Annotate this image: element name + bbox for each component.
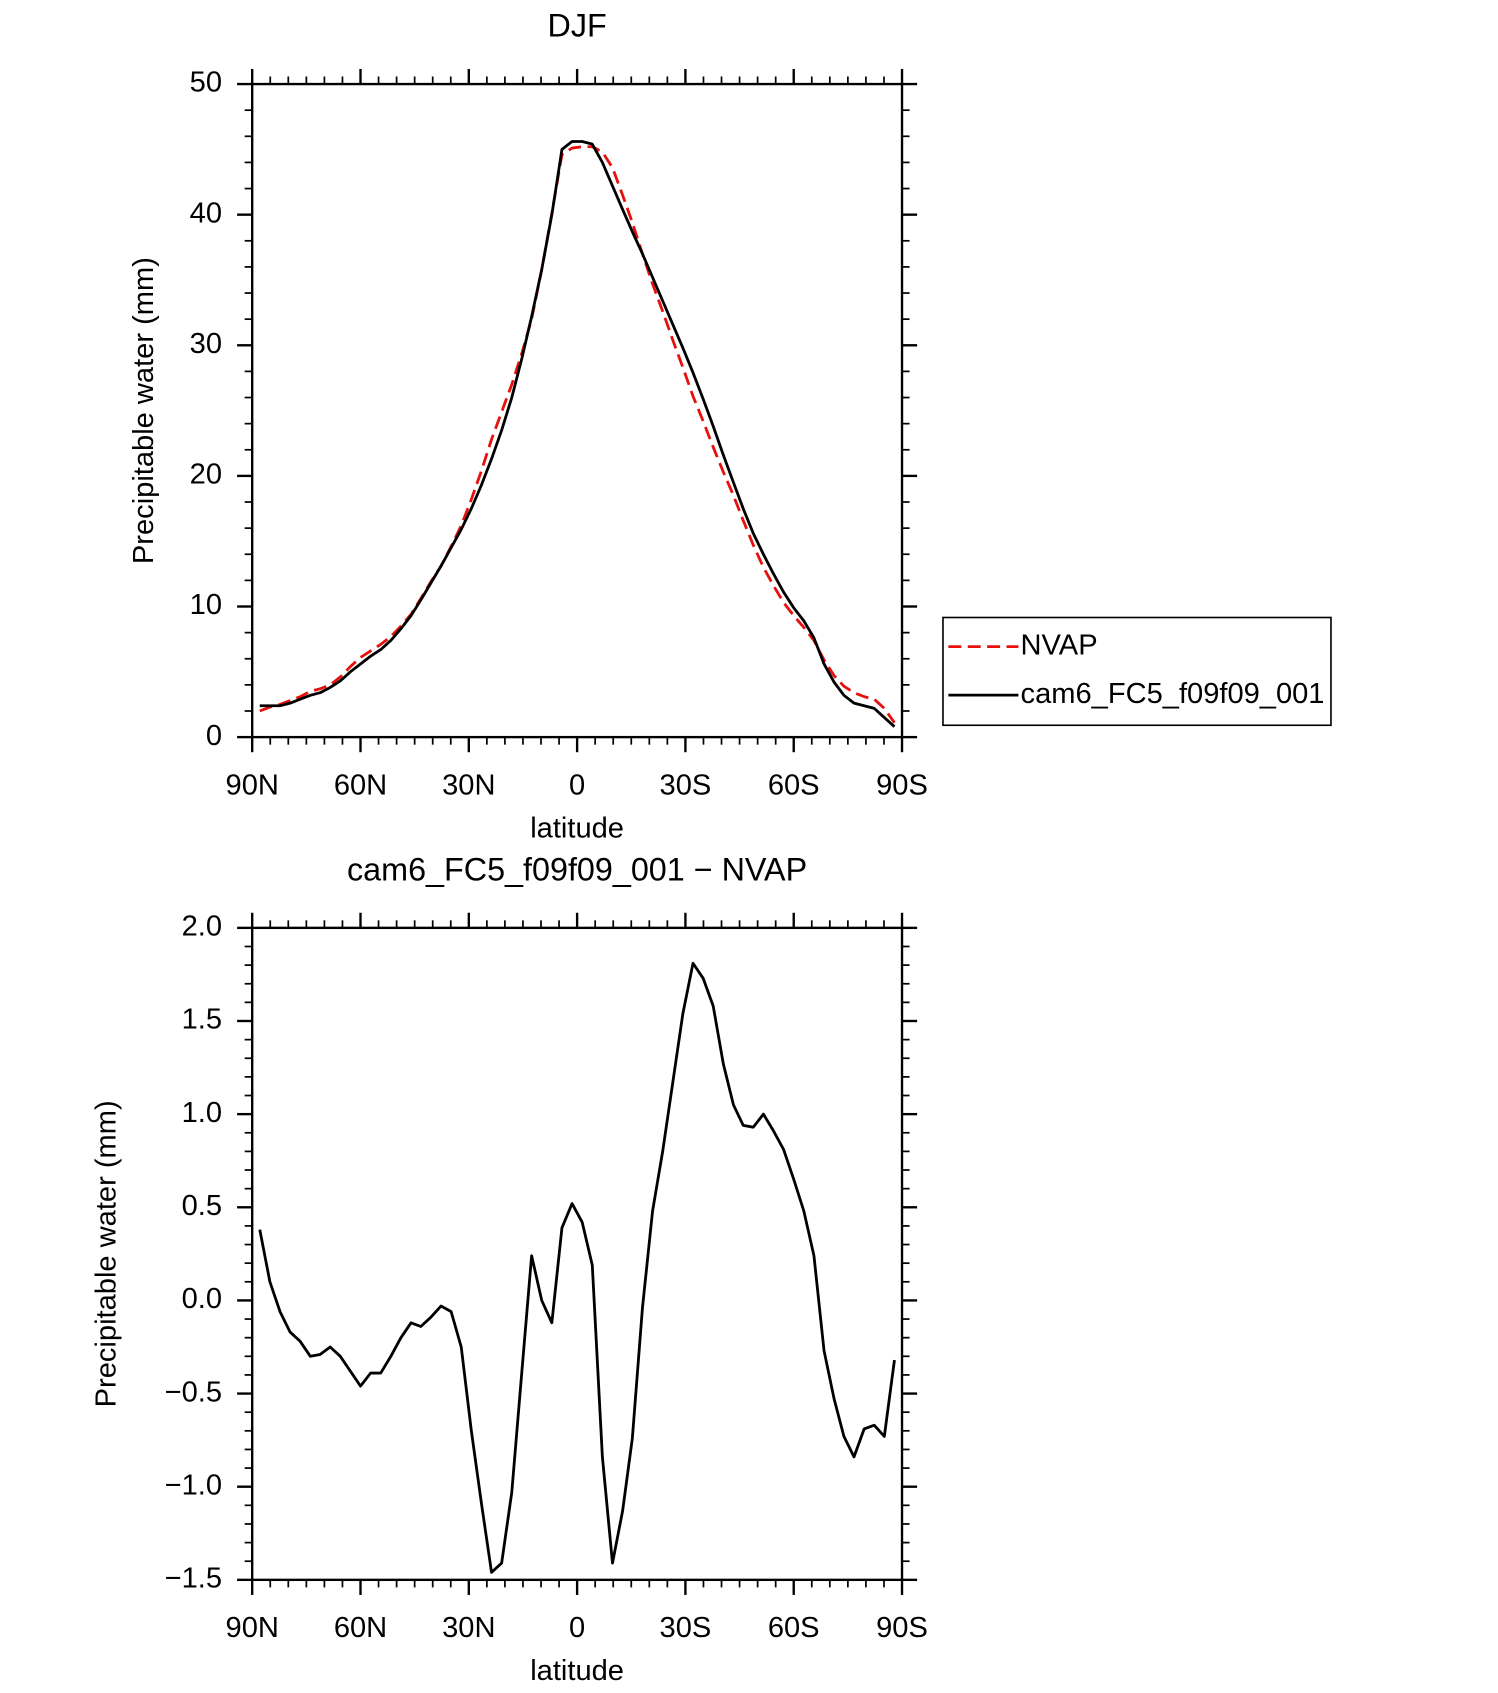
y-tick-label: 1.5 (182, 1004, 222, 1036)
chart-title: DJF (547, 8, 606, 44)
y-tick-label: 0.0 (182, 1283, 222, 1315)
x-tick-label: 30N (442, 1612, 495, 1644)
legend-label: NVAP (1021, 629, 1098, 661)
x-tick-label: 60N (334, 1612, 387, 1644)
x-tick-label: 0 (569, 1612, 585, 1644)
y-tick-label: 0 (206, 720, 222, 752)
y-tick-label: −0.5 (165, 1376, 222, 1408)
x-axis-label: latitude (530, 1655, 624, 1687)
legend-label: cam6_FC5_f09f09_001 (1021, 678, 1325, 710)
chart-title: cam6_FC5_f09f09_001 − NVAP (347, 851, 807, 887)
legend-frame (942, 616, 1332, 727)
plot-frame (251, 82, 904, 739)
y-tick-label: 0.5 (182, 1190, 222, 1222)
data-line (259, 140, 896, 728)
y-tick-label: 1.0 (182, 1097, 222, 1129)
plot-frame (251, 926, 904, 1582)
y-tick-label: −1.0 (165, 1469, 222, 1501)
y-tick-label: 40 (190, 197, 222, 229)
y-tick-label: −1.5 (165, 1563, 222, 1595)
x-tick-label: 0 (569, 769, 585, 801)
x-tick-label: 60S (768, 769, 820, 801)
y-tick-label: 30 (190, 328, 222, 360)
data-line (259, 145, 896, 724)
x-tick-label: 90N (226, 1612, 279, 1644)
x-tick-label: 60N (334, 769, 387, 801)
panel: −1.5 −1.0 −0.5 0.0 0.5 1.0 1.5 2.0 90N 60N 30N 0 30S… (90, 851, 927, 1687)
y-tick-label: 2.0 (182, 911, 222, 943)
legend: NVAP cam6_FC5_f09f09_001 (942, 616, 1332, 727)
x-axis-label: latitude (530, 812, 624, 844)
x-tick-label: 30S (660, 1612, 712, 1644)
x-tick-label: 30S (660, 769, 712, 801)
y-tick-label: 50 (190, 67, 222, 99)
y-axis-label: Precipitable water (mm) (128, 257, 160, 564)
x-tick-label: 60S (768, 1612, 820, 1644)
y-tick-label: 10 (190, 589, 222, 621)
x-tick-label: 90S (876, 1612, 928, 1644)
y-tick-label: 20 (190, 459, 222, 491)
x-tick-label: 90N (226, 769, 279, 801)
panel: 0 10 20 30 40 50 90N 60N 30N 0 30S 60S 90S DJF latitud… (128, 8, 928, 845)
x-tick-label: 30N (442, 769, 495, 801)
y-axis-label: Precipitable water (mm) (90, 1100, 122, 1407)
x-tick-label: 90S (876, 769, 928, 801)
data-line (258, 961, 896, 1574)
